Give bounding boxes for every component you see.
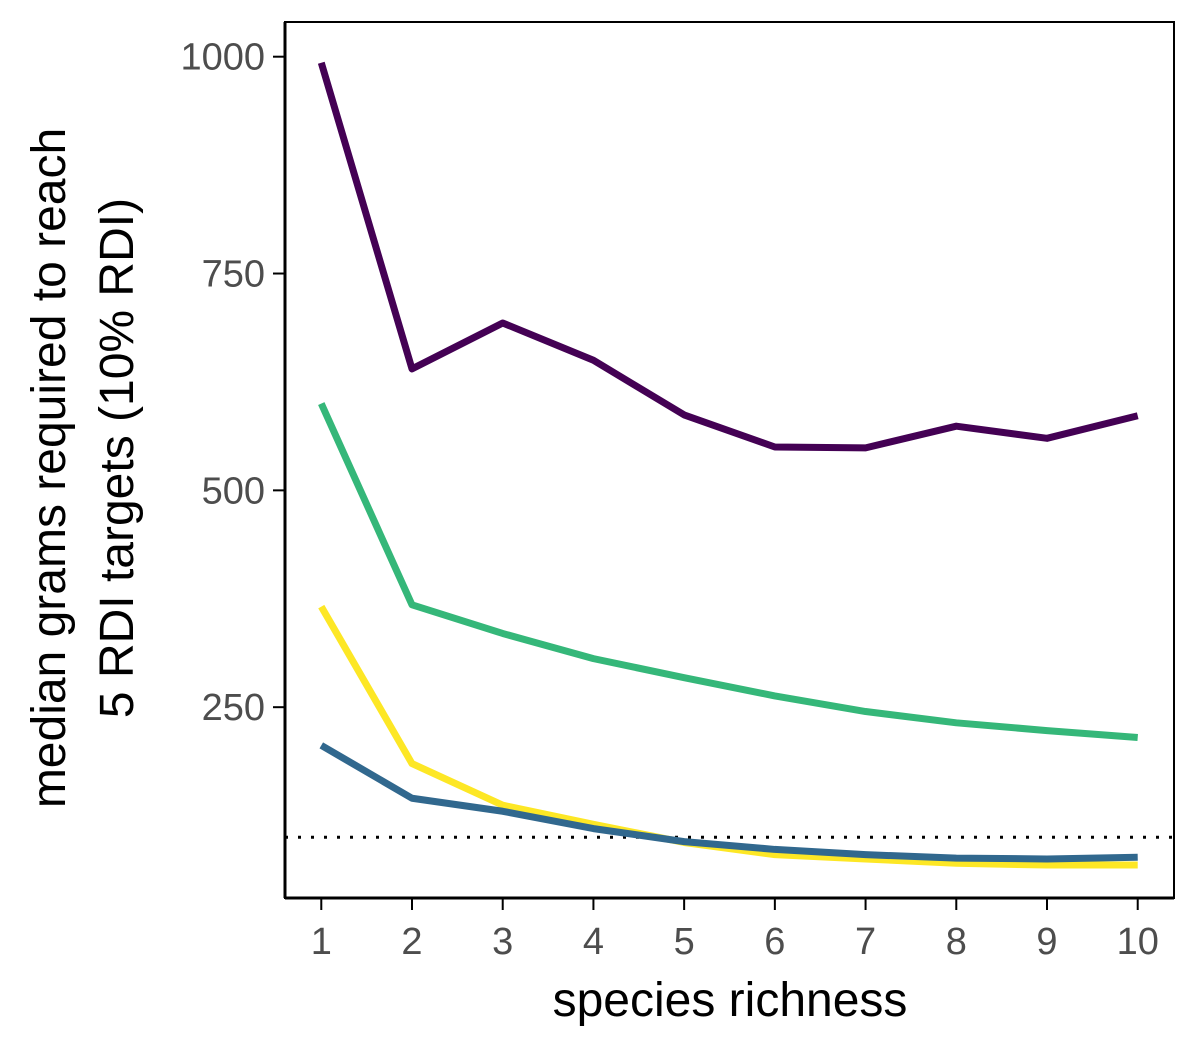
x-tick-label: 5 <box>674 921 695 963</box>
series-navy-line <box>319 742 1138 863</box>
y-tick-label: 1000 <box>180 37 265 79</box>
y-axis-ticks: 250 500 750 1000 <box>180 37 285 729</box>
x-tick-label: 3 <box>492 921 513 963</box>
x-tick-label: 4 <box>583 921 604 963</box>
series-purple-line <box>317 61 1139 452</box>
y-axis-title-line1: median grams required to reach <box>23 128 76 808</box>
x-tick-label: 6 <box>764 921 785 963</box>
series-green-line <box>318 402 1138 742</box>
y-tick-label: 500 <box>202 470 265 512</box>
series-layer <box>317 61 1139 869</box>
x-axis-title: species richness <box>553 974 908 1027</box>
y-axis-title-line2: 5 RDI targets (10% RDI) <box>91 198 144 718</box>
x-tick-label: 10 <box>1117 921 1159 963</box>
x-tick-label: 9 <box>1036 921 1057 963</box>
x-tick-label: 1 <box>311 921 332 963</box>
x-tick-label: 2 <box>401 921 422 963</box>
y-tick-label: 750 <box>202 254 265 296</box>
x-axis-ticks: 1 2 3 4 5 6 7 8 9 10 <box>311 898 1159 963</box>
x-tick-label: 7 <box>855 921 876 963</box>
x-tick-label: 8 <box>946 921 967 963</box>
y-tick-label: 250 <box>202 687 265 729</box>
